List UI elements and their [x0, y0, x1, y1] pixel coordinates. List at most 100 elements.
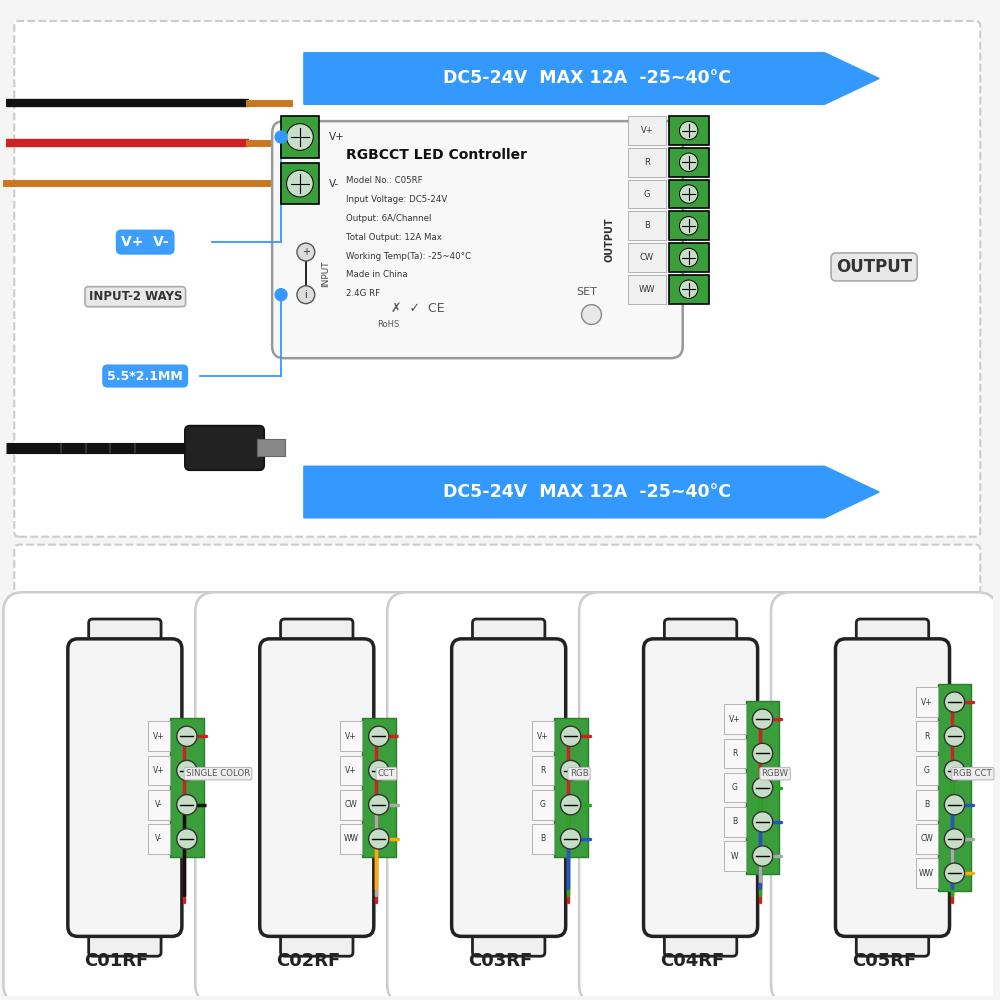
Text: CCT: CCT	[378, 769, 395, 778]
Bar	[669, 275, 709, 304]
Bar	[724, 739, 746, 768]
Text: WW: WW	[919, 869, 934, 878]
Text: R: R	[924, 732, 929, 741]
Bar	[340, 790, 362, 820]
Text: Input Voltage: DC5-24V: Input Voltage: DC5-24V	[346, 195, 447, 204]
Bar	[340, 756, 362, 785]
FancyBboxPatch shape	[579, 592, 805, 1000]
Circle shape	[582, 305, 601, 324]
Text: 2.4G RF: 2.4G RF	[346, 289, 380, 298]
Text: B: B	[732, 817, 737, 826]
Circle shape	[561, 795, 581, 815]
Circle shape	[561, 760, 581, 781]
Circle shape	[369, 760, 389, 781]
Text: V+: V+	[329, 132, 344, 142]
Bar	[669, 211, 709, 240]
Circle shape	[287, 170, 313, 197]
Bar	[916, 756, 938, 785]
Text: +: +	[302, 247, 310, 257]
Circle shape	[944, 829, 965, 849]
Bar	[746, 701, 779, 874]
Text: Model No.: C05RF: Model No.: C05RF	[346, 176, 422, 185]
Bar	[148, 790, 170, 820]
Text: 5.5*2.1MM: 5.5*2.1MM	[107, 370, 183, 383]
Bar	[916, 858, 938, 888]
Text: V+: V+	[921, 698, 933, 707]
Circle shape	[679, 217, 698, 235]
Bar	[669, 116, 709, 145]
Text: CW: CW	[920, 834, 933, 843]
Text: V+: V+	[729, 715, 741, 724]
Circle shape	[297, 243, 315, 261]
FancyBboxPatch shape	[644, 639, 758, 936]
Text: C02RF: C02RF	[276, 952, 340, 970]
FancyBboxPatch shape	[185, 426, 264, 470]
Text: R: R	[732, 749, 737, 758]
Text: R: R	[540, 766, 546, 775]
Circle shape	[944, 795, 965, 815]
Text: Made in China: Made in China	[346, 270, 407, 279]
Circle shape	[679, 280, 698, 298]
FancyBboxPatch shape	[452, 639, 566, 936]
Text: SET: SET	[576, 287, 597, 297]
Bar	[628, 116, 666, 145]
Text: V+  V-: V+ V-	[121, 235, 169, 249]
FancyBboxPatch shape	[771, 592, 997, 1000]
Circle shape	[944, 692, 965, 712]
FancyBboxPatch shape	[664, 921, 737, 956]
Bar	[628, 275, 666, 304]
Circle shape	[752, 743, 773, 764]
Text: RoHS: RoHS	[377, 320, 399, 329]
FancyBboxPatch shape	[195, 592, 421, 1000]
Bar	[628, 180, 666, 208]
Circle shape	[275, 289, 287, 301]
Bar	[724, 841, 746, 871]
FancyBboxPatch shape	[281, 921, 353, 956]
Bar	[340, 824, 362, 854]
Circle shape	[944, 863, 965, 883]
Circle shape	[752, 812, 773, 832]
Bar	[669, 243, 709, 272]
Text: C05RF: C05RF	[852, 952, 916, 970]
Text: C01RF: C01RF	[84, 952, 149, 970]
Text: G: G	[644, 190, 650, 199]
FancyBboxPatch shape	[3, 592, 229, 1000]
Bar	[170, 718, 204, 857]
Bar	[148, 824, 170, 854]
Text: WW: WW	[639, 285, 655, 294]
FancyBboxPatch shape	[664, 619, 737, 655]
Circle shape	[177, 726, 197, 746]
Text: DC5-24V  MAX 12A  -25~40°C: DC5-24V MAX 12A -25~40°C	[443, 69, 731, 87]
Text: SINGLE COLOR: SINGLE COLOR	[186, 769, 250, 778]
Bar	[554, 718, 588, 857]
Text: i: i	[304, 290, 307, 300]
Circle shape	[752, 777, 773, 798]
Bar	[257, 439, 285, 456]
FancyBboxPatch shape	[835, 639, 950, 936]
Text: DC5-24V  MAX 12A  -25~40°C: DC5-24V MAX 12A -25~40°C	[443, 483, 731, 501]
Text: V-: V-	[329, 179, 339, 189]
Bar	[628, 148, 666, 177]
FancyBboxPatch shape	[387, 592, 613, 1000]
Circle shape	[297, 286, 315, 304]
FancyBboxPatch shape	[856, 619, 929, 655]
Circle shape	[369, 795, 389, 815]
FancyArrow shape	[304, 466, 879, 518]
Text: C03RF: C03RF	[468, 952, 532, 970]
Text: G: G	[924, 766, 930, 775]
FancyBboxPatch shape	[472, 921, 545, 956]
Bar	[148, 756, 170, 785]
FancyBboxPatch shape	[14, 21, 980, 537]
Bar	[916, 721, 938, 751]
Text: RGB CCT: RGB CCT	[953, 769, 992, 778]
Circle shape	[679, 121, 698, 140]
Text: B: B	[644, 221, 650, 230]
Bar	[362, 718, 396, 857]
Text: R: R	[644, 158, 650, 167]
Text: ✗  ✓  CE: ✗ ✓ CE	[391, 302, 445, 315]
Text: RGBCCT LED Controller: RGBCCT LED Controller	[346, 148, 527, 162]
Text: Working Temp(Ta): -25~40°C: Working Temp(Ta): -25~40°C	[346, 252, 471, 261]
Text: B: B	[924, 800, 929, 809]
FancyBboxPatch shape	[89, 921, 161, 956]
Text: INPUT-2 WAYS: INPUT-2 WAYS	[89, 290, 182, 303]
